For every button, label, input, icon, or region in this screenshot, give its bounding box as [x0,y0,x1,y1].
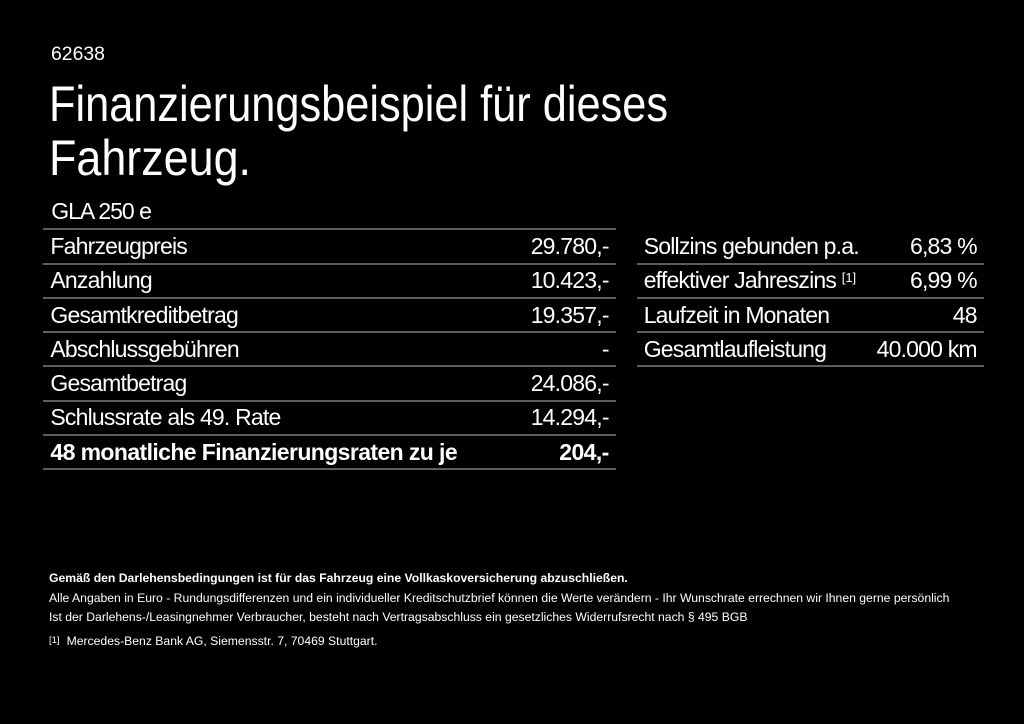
svg-text:Finanzierungsbeispiel für dies: Finanzierungsbeispiel für dieses [49,76,668,132]
svg-text:Fahrzeug.: Fahrzeug. [49,130,251,186]
